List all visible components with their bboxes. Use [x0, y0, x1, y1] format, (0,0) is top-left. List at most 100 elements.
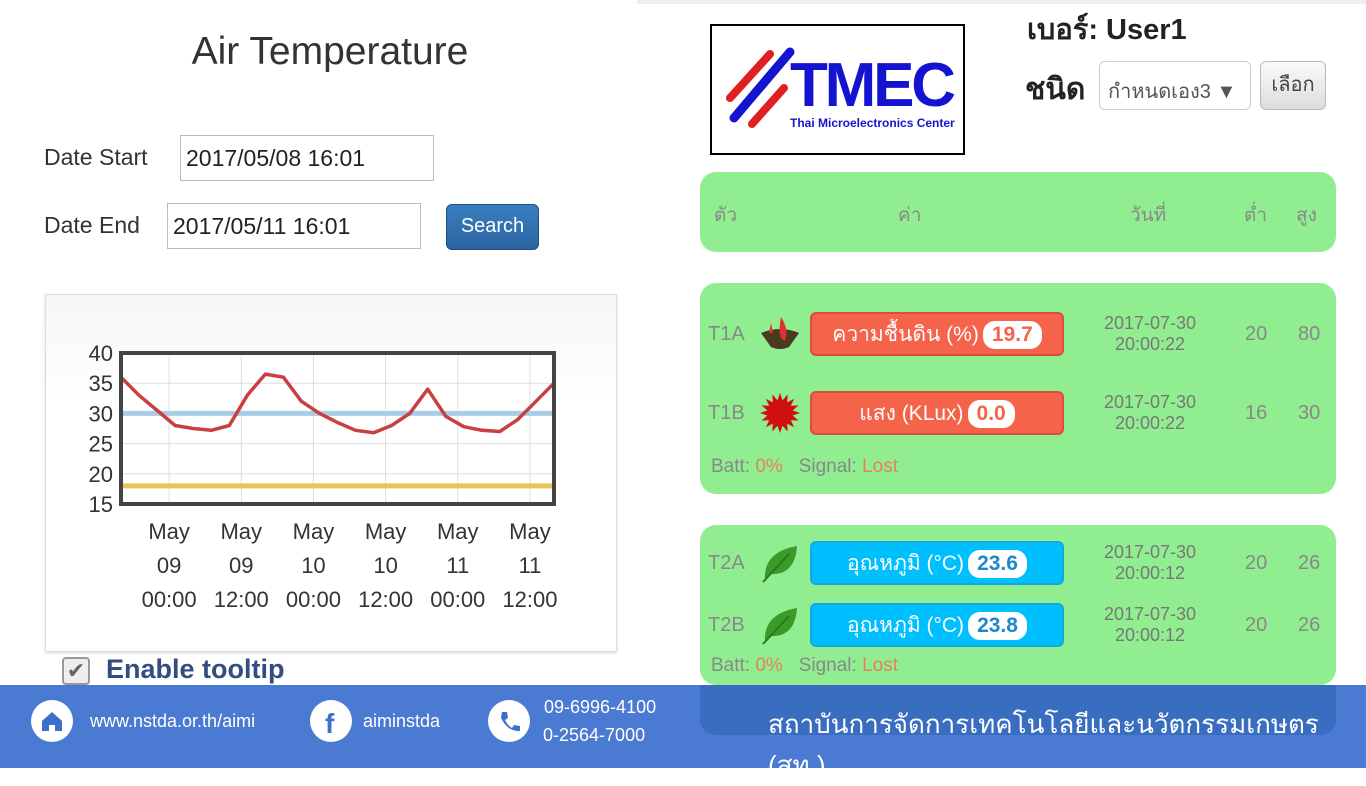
soil-moisture-icon [759, 313, 801, 360]
footer-website[interactable]: www.nstda.or.th/aimi [90, 711, 256, 731]
data-point [263, 372, 267, 376]
checkbox-check-icon[interactable]: ✔ [62, 656, 90, 685]
date-end-input[interactable] [167, 203, 421, 249]
date-start-input[interactable] [180, 135, 434, 181]
data-point [173, 423, 177, 427]
batt-label: Batt: [711, 655, 751, 676]
sensor-high: 80 [1298, 323, 1321, 345]
leaf-icon [759, 542, 801, 589]
svg-text:f: f [325, 708, 335, 739]
data-point [209, 428, 213, 432]
choose-button[interactable]: เลือก [1260, 61, 1326, 110]
page-title: Air Temperature [191, 30, 469, 73]
sensor-timestamp: 2017-07-30 20:00:22 [1090, 392, 1210, 434]
plot-border [119, 351, 556, 506]
sensor-low: 16 [1245, 402, 1268, 424]
x-tick-label: 00:00 [142, 587, 197, 612]
sensor-high: 26 [1298, 614, 1321, 636]
sensor-value-badge[interactable]: แสง (KLux) 0.0 [810, 391, 1064, 435]
x-tick-label: 12:00 [358, 587, 413, 612]
x-tick-label: 00:00 [286, 587, 341, 612]
sensor-low: 20 [1245, 552, 1268, 574]
data-point [227, 423, 231, 427]
batt-label: Batt: [711, 456, 751, 477]
data-point [390, 423, 394, 427]
sensor-time: 20:00:22 [1114, 334, 1186, 354]
y-tick-label: 40 [89, 341, 113, 366]
header-date: วันที่ [1130, 205, 1167, 226]
sensor-date: 2017-07-30 [1103, 392, 1197, 412]
y-tick-label: 35 [89, 371, 113, 396]
temperature-chart[interactable]: 40 35 30 25 20 15 May 09 00:00 May 09 12:00 May 10 00:… [46, 295, 618, 653]
svg-text:TMEC: TMEC [790, 51, 956, 120]
y-tick-label: 20 [89, 462, 113, 487]
x-tick-label: 00:00 [430, 587, 485, 612]
data-point [336, 420, 339, 424]
footer-organization: สถาบันการจัดการเทคโนโลยีและนวัตกรรมเกษตร… [768, 709, 1319, 780]
sensor-timestamp: 2017-07-30 20:00:12 [1090, 542, 1210, 584]
enable-tooltip-checkbox[interactable]: ✔ Enable tooltip [62, 654, 285, 685]
type-label: ชนิด [1025, 73, 1086, 106]
sensor-value: 19.7 [982, 321, 1042, 350]
leaf-icon [759, 604, 801, 651]
signal-label: Signal: [798, 456, 857, 477]
sensor-value: 23.8 [968, 612, 1027, 641]
sensor-value-badge[interactable]: อุณหภูมิ (°C) 23.8 [810, 603, 1064, 647]
x-tick-label: 11 [446, 553, 469, 578]
light-sun-icon [759, 392, 801, 439]
tmec-logo: TMEC Thai Microelectronics Center [710, 24, 965, 155]
footer-facebook[interactable]: aiminstda [363, 711, 441, 731]
sensor-low: 20 [1245, 614, 1268, 636]
y-tick-label: 25 [89, 432, 113, 457]
data-point [480, 428, 484, 432]
temperature-chart-card: 40 35 30 25 20 15 May 09 00:00 May 09 12:00 May 10 00:… [45, 294, 617, 652]
data-point [191, 427, 195, 430]
sensor-id: T1A [708, 323, 745, 345]
svg-text:Thai Microelectronics Center: Thai Microelectronics Center [790, 116, 955, 130]
sensor-id: T2B [708, 614, 745, 636]
x-tick-label: May [509, 519, 551, 544]
footer-phone-2: 0-2564-7000 [543, 725, 646, 745]
enable-tooltip-label: Enable tooltip [106, 654, 285, 684]
x-tick-label: May [148, 519, 190, 544]
sensor-time: 20:00:22 [1114, 413, 1186, 433]
data-point [155, 408, 159, 412]
sensor-high: 26 [1298, 552, 1321, 574]
data-point [137, 393, 141, 397]
facebook-icon: f [310, 700, 352, 742]
footer-phone-1: 09-6996-4100 [544, 697, 657, 717]
data-point [516, 417, 520, 421]
sensor-high: 30 [1298, 402, 1321, 424]
sensor-label: ความชื้นดิน (%) [832, 323, 979, 346]
data-point [299, 399, 303, 403]
header-low: ต่ำ [1244, 205, 1268, 226]
tmec-logo-graphic: TMEC Thai Microelectronics Center [726, 47, 956, 130]
y-tick-label: 15 [89, 492, 113, 517]
x-tick-label: 10 [301, 553, 325, 578]
sensor-id: T2A [708, 552, 745, 574]
data-point [281, 375, 285, 379]
data-point [372, 431, 376, 435]
x-tick-label: May [293, 519, 335, 544]
battery-signal-status: Batt: 0% Signal: Lost [711, 655, 898, 677]
table-header [700, 172, 1336, 252]
sensor-value-badge[interactable]: อุณหภูมิ (°C) 23.6 [810, 541, 1064, 585]
data-point [408, 411, 412, 415]
search-button[interactable]: Search [446, 204, 539, 250]
signal-value: Lost [862, 655, 898, 676]
x-tick-label: May [365, 519, 407, 544]
sensor-time: 20:00:12 [1114, 563, 1186, 583]
data-point [245, 393, 249, 397]
signal-value: Lost [862, 456, 898, 477]
sensor-timestamp: 2017-07-30 20:00:22 [1090, 313, 1210, 355]
data-point [462, 425, 466, 429]
data-point [498, 430, 502, 434]
x-tick-label: 11 [519, 553, 542, 578]
sensor-value-badge[interactable]: ความชื้นดิน (%) 19.7 [810, 312, 1064, 356]
sensor-label: อุณหภูมิ (°C) [847, 552, 965, 575]
type-select[interactable]: กำหนดเอง3 ▼ [1099, 61, 1251, 110]
x-tick-label: May [220, 519, 262, 544]
y-tick-label: 30 [89, 401, 113, 426]
signal-label: Signal: [798, 655, 857, 676]
data-point [426, 387, 430, 391]
